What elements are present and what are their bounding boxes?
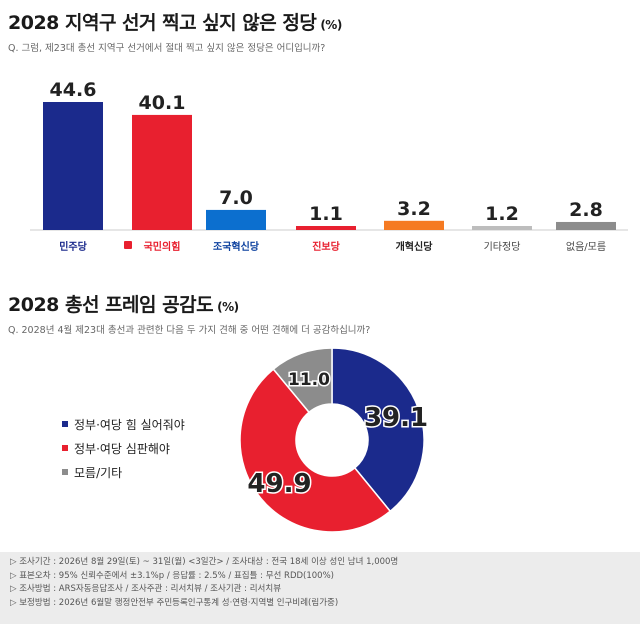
legend-swatch [62,421,68,427]
donut-chart-title: 2028 총선 프레임 공감도 (%) [8,290,239,317]
survey-footer: ▷ 조사기간 : 2026년 8월 29일(토) ~ 31일(월) <3일간> … [0,552,640,624]
bar [132,114,192,230]
donut-slice [239,368,392,533]
category-label: 없음/모름 [566,240,606,253]
bar [206,209,266,230]
category-label: 민주당 [59,240,87,253]
footer-line: ▷ 조사기간 : 2026년 8월 29일(토) ~ 31일(월) <3일간> … [10,557,399,567]
ppp-logo-icon [124,241,132,249]
bar-value-label: 7.0 [219,187,253,209]
bar-chart: 44.6 민주당 40.1 국민의힘 7.0 조국혁신당 1.1 진보당 3.2 개혁신당 1.2 기… [30,79,628,253]
donut-chart-title-text: 2028 총선 프레임 공감도 [8,294,214,316]
bar [556,221,616,230]
donut-chart-question: Q. 2028년 4월 제23대 총선과 관련한 다음 두 가지 견해 중 어떤… [8,325,371,336]
donut-chart: 39.1 49.9 11.0 [239,347,430,533]
legend-swatch [62,469,68,475]
donut-legend: 정부·여당 힘 실어줘야 정부·여당 심판해야 모름/기타 [62,412,185,484]
donut-slice [331,347,425,513]
category-label: 진보당 [312,240,340,253]
bar-chart-title: 2028 지역구 선거 찍고 싶지 않은 정당 (%) [8,8,342,35]
donut-slice [272,347,333,414]
slice-value-label: 49.9 [247,469,311,499]
category-label: 기타정당 [484,241,521,253]
bar [472,226,532,230]
bar-chart-question: Q. 그럼, 제23대 총선 지역구 선거에서 절대 찍고 싶지 않은 정당은 … [8,43,326,54]
legend-label: 모름/기타 [74,465,123,480]
category-label: 국민의힘 [144,240,181,253]
bar-value-label: 1.2 [485,203,519,225]
slice-value-label: 11.0 [288,370,330,390]
category-label: 개혁신당 [396,240,434,253]
bar [296,226,356,230]
footer-line: ▷ 표본오차 : 95% 신뢰수준에서 ±3.1%p / 응답률 : 2.5% … [10,570,334,581]
footer-line: ▷ 조사방법 : ARS자동응답조사 / 조사주관 : 리서치뷰 / 조사기관 … [10,584,282,594]
legend-label: 정부·여당 심판해야 [74,441,170,456]
category-label: 조국혁신당 [213,240,260,253]
bar-value-label: 44.6 [50,79,97,101]
legend-swatch [62,445,68,451]
legend-item: 정부·여당 힘 실어줘야 [62,412,185,436]
bar [384,220,444,230]
legend-item: 모름/기타 [62,460,185,484]
bar-chart-title-text: 2028 지역구 선거 찍고 싶지 않은 정당 [8,12,317,34]
bar-value-label: 3.2 [397,198,431,220]
footer-line: ▷ 보정방법 : 2026년 6월말 행정안전부 주민등록인구통계 성·연령·지… [10,597,339,608]
bar-value-label: 2.8 [569,199,603,221]
donut-chart-unit: (%) [217,300,239,314]
bar-value-label: 40.1 [139,92,186,114]
bar-value-label: 1.1 [309,203,343,225]
bar-chart-unit: (%) [320,18,342,32]
bar [43,102,103,230]
legend-item: 정부·여당 심판해야 [62,436,185,460]
legend-label: 정부·여당 힘 실어줘야 [74,417,185,432]
slice-value-label: 39.1 [364,403,428,433]
